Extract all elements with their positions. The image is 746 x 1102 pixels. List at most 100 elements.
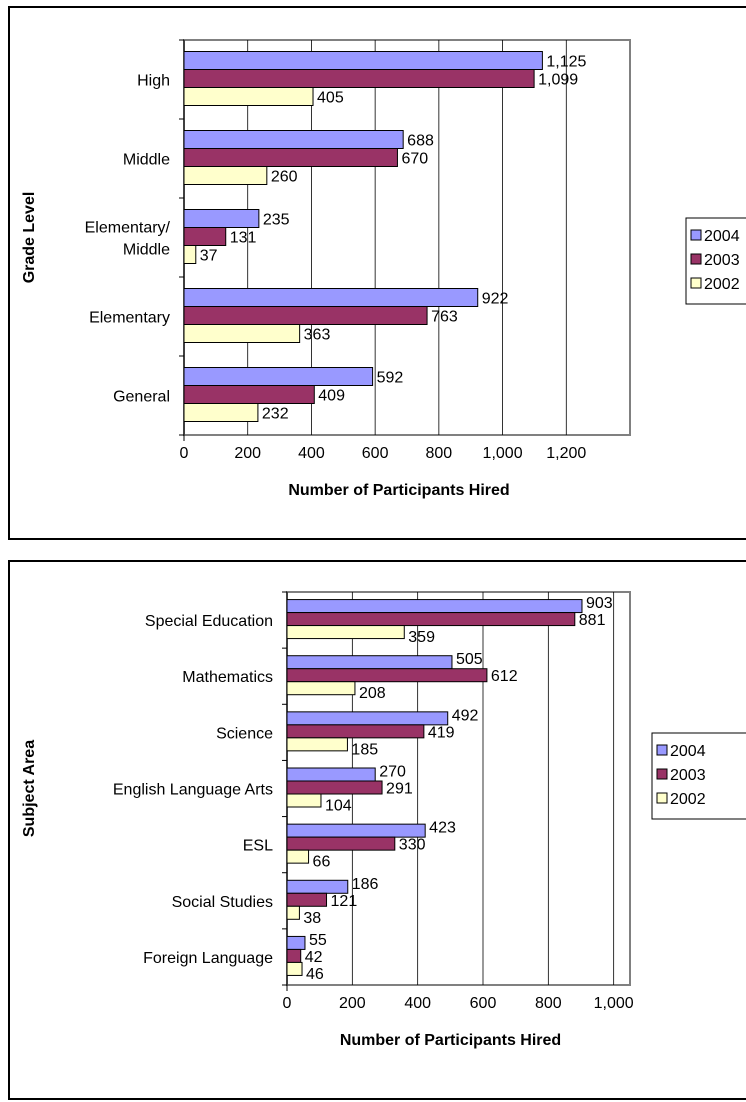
category-label-high: High	[137, 73, 170, 90]
x-axis-label: Number of Participants Hired	[288, 482, 509, 499]
bar-2003-middle	[183, 148, 398, 167]
category-label-mathematics: Mathematics	[182, 669, 273, 686]
data-label-2003-esl: 330	[399, 837, 426, 854]
bar-2002-high	[183, 87, 314, 106]
data-label-2002-social-studies: 38	[303, 910, 321, 927]
x-tick-label: 400	[404, 995, 431, 1012]
data-label-2003-social-studies: 121	[331, 893, 358, 910]
bar-2002-esl	[286, 849, 310, 864]
category-label-science: Science	[216, 725, 273, 742]
data-label-2004-general: 592	[377, 370, 404, 387]
y-axis-label: Subject Area	[21, 740, 38, 837]
data-label-2003-high: 1,099	[538, 72, 578, 89]
category-label-special-education: Special Education	[145, 613, 273, 630]
bar-2004-science	[286, 711, 449, 726]
legend-swatch-2002	[690, 277, 702, 289]
data-label-2002-high: 405	[317, 90, 344, 107]
legend-swatch-2004	[690, 229, 702, 241]
x-tick-label: 600	[470, 995, 497, 1012]
bar-2003-elementary	[183, 306, 428, 325]
bar-2004-elementary-middle	[183, 209, 260, 228]
x-tick-label: 1,000	[483, 445, 523, 462]
bar-2003-social-studies	[286, 892, 328, 907]
data-label-2002-mathematics: 208	[359, 685, 386, 702]
bar-2003-general	[183, 385, 315, 404]
data-label-2004-science: 492	[452, 707, 479, 724]
bar-2002-english-language-arts	[286, 793, 322, 808]
bar-2002-general	[183, 403, 259, 422]
category-label-english-language-arts: English Language Arts	[113, 782, 273, 799]
x-axis-label: Number of Participants Hired	[340, 1032, 561, 1049]
category-label-social-studies: Social Studies	[172, 894, 273, 911]
data-label-2004-esl: 423	[429, 820, 456, 837]
category-label-middle: Middle	[123, 242, 170, 259]
bar-2002-social-studies	[286, 905, 300, 920]
data-label-2004-social-studies: 186	[352, 876, 379, 893]
category-label-middle: Middle	[123, 152, 170, 169]
bar-2004-middle	[183, 130, 404, 149]
legend-label-2004: 2004	[670, 743, 706, 760]
bar-2002-elementary	[183, 324, 301, 343]
data-label-2004-foreign-language: 55	[309, 932, 327, 949]
data-label-2003-mathematics: 612	[491, 668, 518, 685]
data-label-2004-special-education: 903	[586, 595, 613, 612]
data-label-2004-elementary-middle: 235	[263, 212, 290, 229]
bar-2004-mathematics	[286, 655, 453, 670]
category-label-general: General	[113, 389, 170, 406]
bar-2004-high	[183, 51, 543, 70]
legend-label-2002: 2002	[670, 791, 706, 808]
data-label-2002-special-education: 359	[408, 629, 435, 646]
bar-2003-special-education	[286, 612, 576, 627]
data-label-2002-foreign-language: 46	[306, 966, 324, 983]
legend-label-2004: 2004	[704, 228, 740, 245]
data-label-2003-special-education: 881	[579, 612, 606, 629]
bar-2002-special-education	[286, 625, 405, 640]
legend-label-2003: 2003	[704, 252, 740, 269]
data-label-2003-elementary-middle: 131	[230, 230, 257, 247]
x-tick-label: 800	[535, 995, 562, 1012]
data-label-2004-mathematics: 505	[456, 651, 483, 668]
legend-box	[651, 732, 746, 820]
data-label-2002-general: 232	[262, 406, 289, 423]
x-tick-label: 1,000	[594, 995, 634, 1012]
data-label-2003-english-language-arts: 291	[386, 781, 413, 798]
category-label-esl: ESL	[243, 838, 273, 855]
y-axis-label: Grade Level	[21, 192, 38, 284]
data-label-2004-elementary: 922	[482, 291, 509, 308]
grade-level-chart-panel: 0 200 400 600 800 1,000 1,200 Number of Partici…	[8, 6, 746, 540]
data-label-2004-middle: 688	[407, 133, 434, 150]
data-label-2003-middle: 670	[401, 151, 428, 168]
data-label-2002-science: 185	[351, 741, 378, 758]
bar-2004-elementary	[183, 288, 479, 307]
x-tick-label: 1,200	[546, 445, 586, 462]
bar-2004-english-language-arts	[286, 767, 376, 782]
data-label-2003-science: 419	[428, 724, 455, 741]
legend-swatch-2003	[690, 253, 702, 265]
data-label-2003-general: 409	[318, 388, 345, 405]
data-label-2004-high: 1,125	[546, 54, 586, 71]
bar-2004-esl	[286, 823, 426, 838]
x-tick-label: 400	[298, 445, 325, 462]
x-tick-label: 200	[234, 445, 261, 462]
bar-2002-elementary-middle	[183, 245, 197, 264]
bar-2002-middle	[183, 166, 268, 185]
data-label-2002-middle: 260	[271, 169, 298, 186]
legend-swatch-2003	[656, 768, 668, 780]
data-label-2004-english-language-arts: 270	[379, 764, 406, 781]
x-tick-label: 600	[362, 445, 389, 462]
bar-2003-mathematics	[286, 668, 488, 683]
bar-2004-social-studies	[286, 879, 349, 894]
data-label-2002-elementary-middle: 37	[200, 248, 218, 265]
data-label-2002-elementary: 363	[304, 327, 331, 344]
bar-2004-special-education	[286, 599, 583, 614]
data-label-2003-foreign-language: 42	[305, 949, 323, 966]
category-label-foreign-language: Foreign Language	[143, 950, 273, 967]
legend-label-2003: 2003	[670, 767, 706, 784]
category-label-elementary: Elementary/	[85, 220, 171, 237]
legend-swatch-2004	[656, 744, 668, 756]
legend-label-2002: 2002	[704, 276, 740, 293]
x-tick-label: 800	[426, 445, 453, 462]
bar-2002-mathematics	[286, 681, 356, 696]
data-label-2003-elementary: 763	[431, 309, 458, 326]
bar-2003-elementary-middle	[183, 227, 227, 246]
